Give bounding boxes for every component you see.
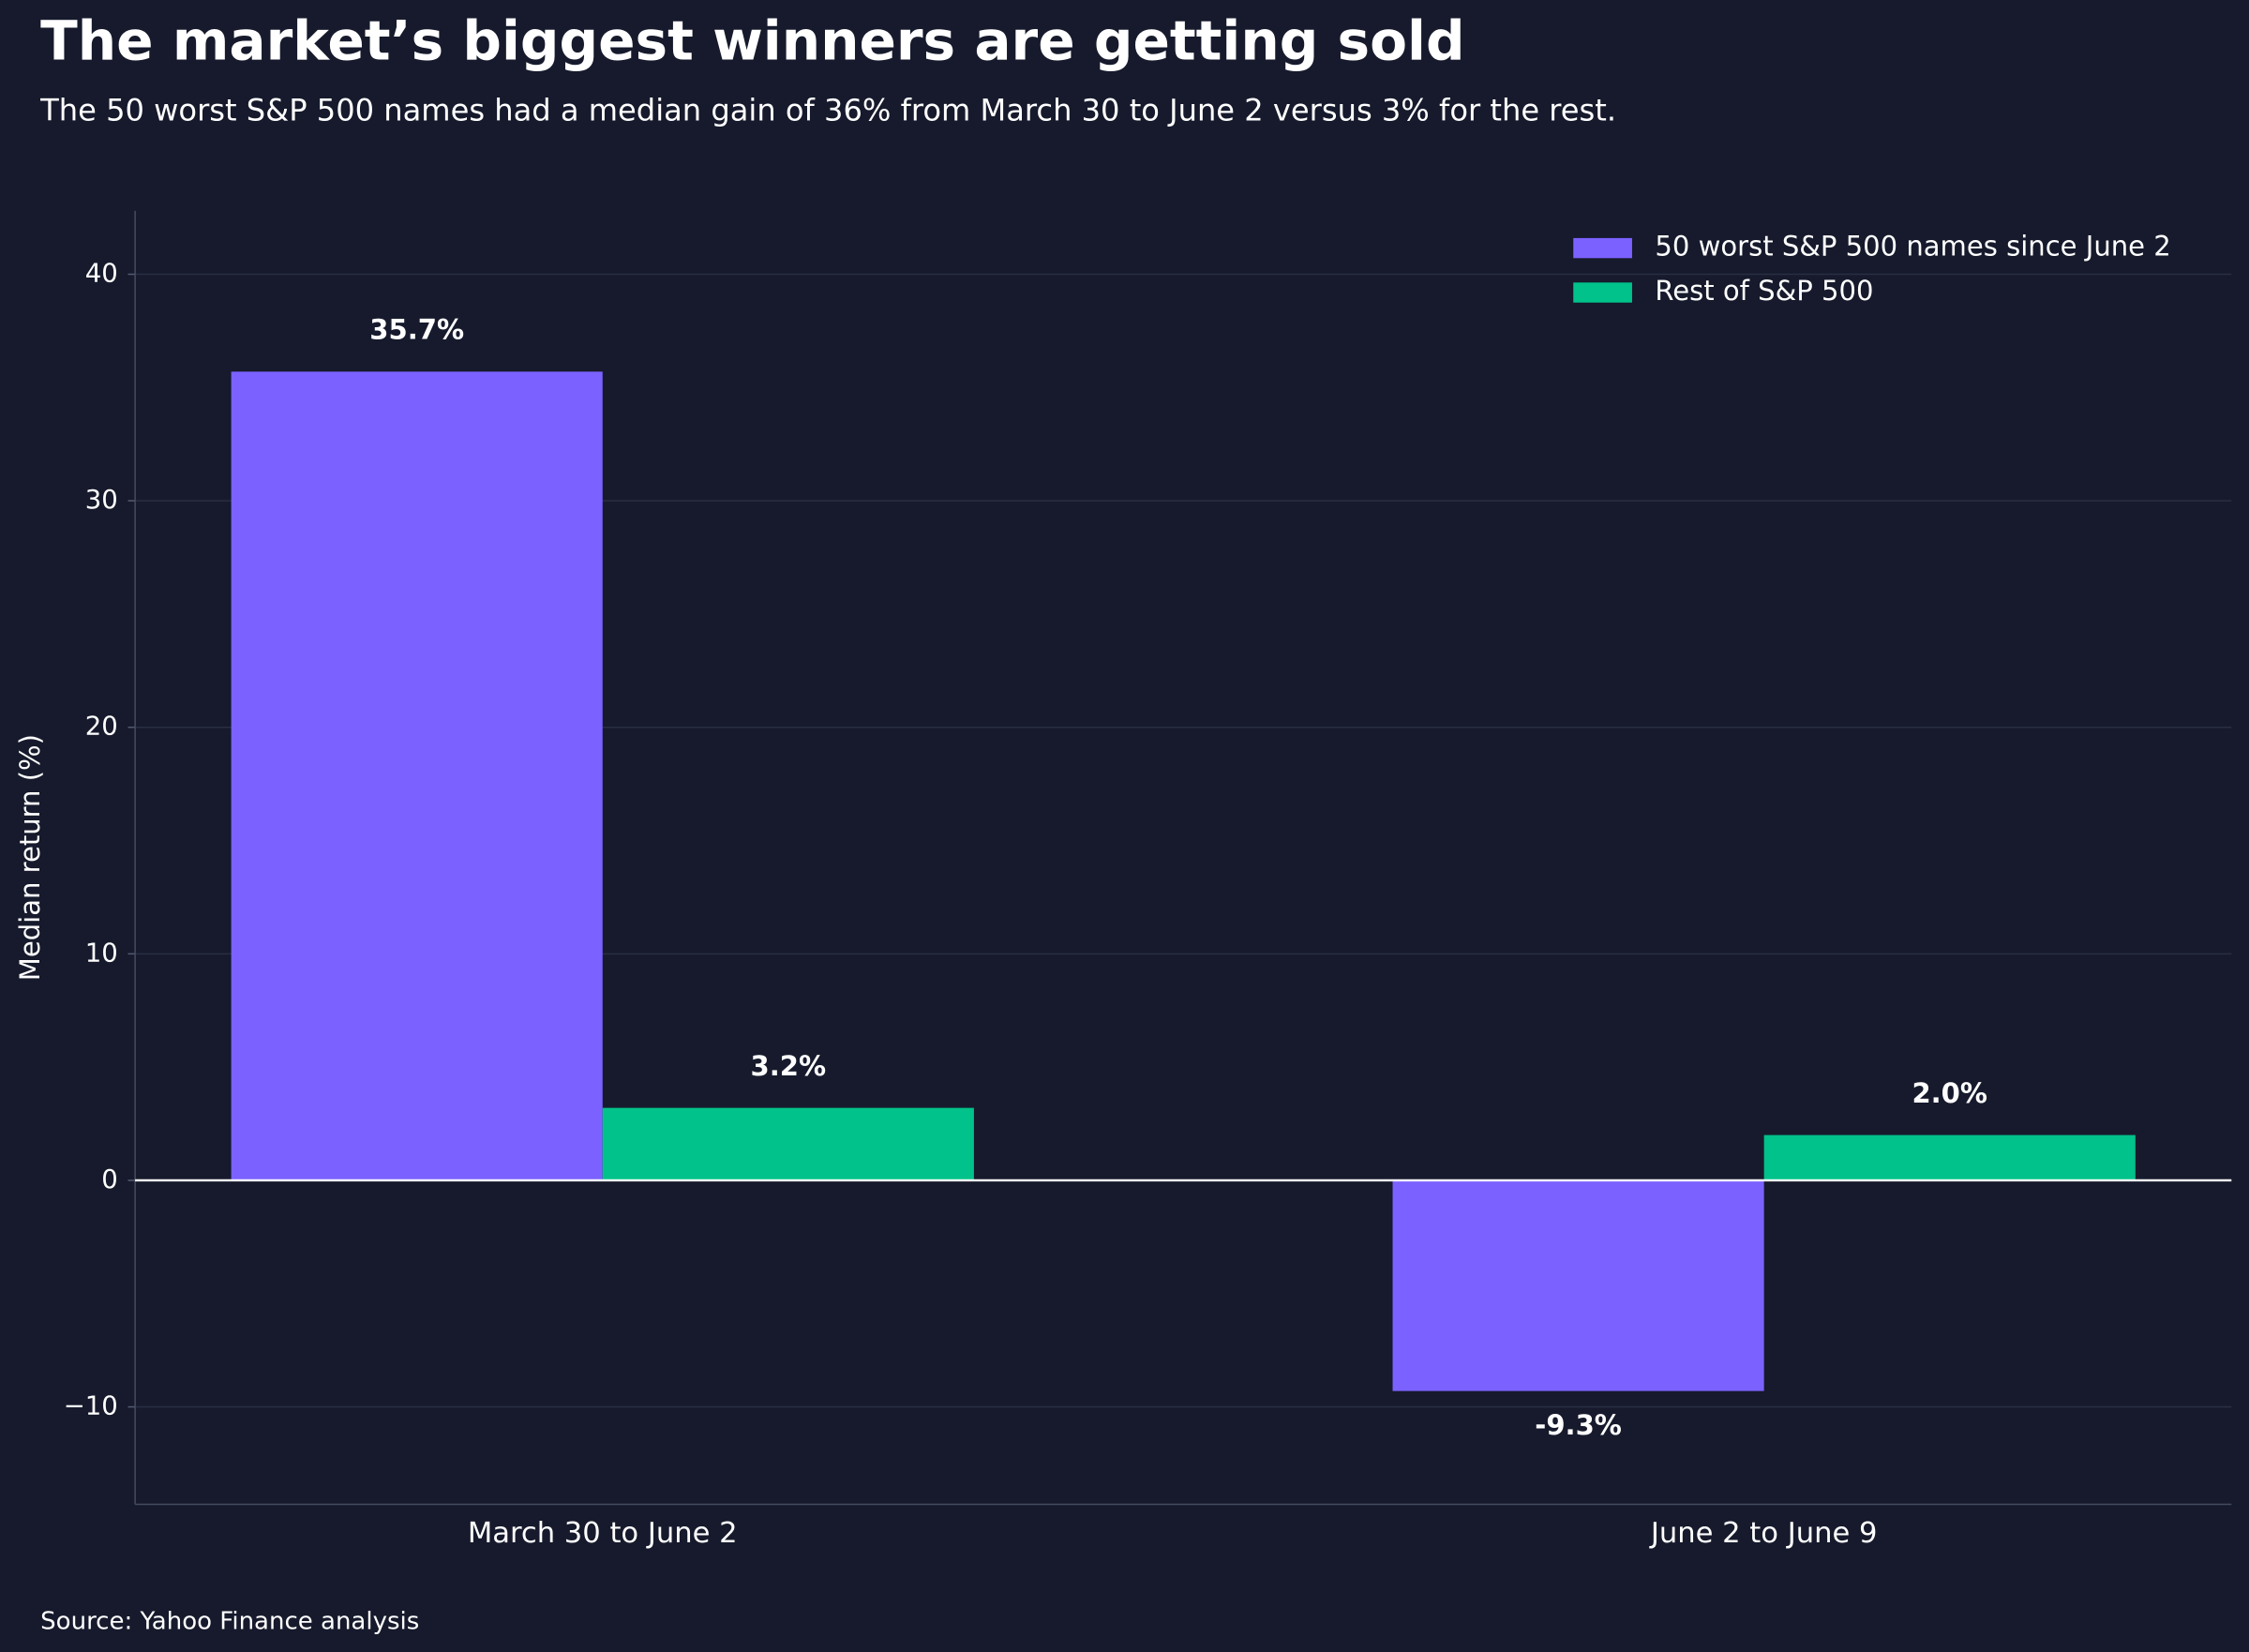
chart-subtitle: The 50 worst S&P 500 names had a median … xyxy=(39,92,1616,128)
y-tick-label: −10 xyxy=(64,1391,118,1421)
value-label: 3.2% xyxy=(751,1050,827,1082)
x-tick-label: June 2 to June 9 xyxy=(1649,1517,1878,1550)
bar xyxy=(1392,1179,1764,1391)
y-tick-label: 40 xyxy=(85,258,118,288)
value-label: -9.3% xyxy=(1535,1409,1622,1441)
source: Source: Yahoo Finance analysis xyxy=(40,1607,419,1635)
y-axis-label: Median return (%) xyxy=(14,734,46,981)
legend-label: Rest of S&P 500 xyxy=(1655,275,1873,307)
bar xyxy=(231,371,603,1180)
y-tick-label: 0 xyxy=(101,1164,118,1194)
legend-swatch xyxy=(1573,237,1632,259)
legend-label: 50 worst S&P 500 names since June 2 xyxy=(1655,231,2170,263)
value-label: 2.0% xyxy=(1912,1077,1987,1109)
bar xyxy=(602,1107,974,1180)
legend-swatch xyxy=(1573,282,1632,303)
y-tick-label: 20 xyxy=(85,712,118,742)
x-tick-label: March 30 to June 2 xyxy=(468,1517,738,1550)
y-tick-label: 30 xyxy=(85,485,118,515)
y-tick-label: 10 xyxy=(85,938,118,968)
bar xyxy=(1763,1134,2136,1180)
chart-title: The market’s biggest winners are getting… xyxy=(40,9,1464,73)
value-label: 35.7% xyxy=(369,314,464,346)
